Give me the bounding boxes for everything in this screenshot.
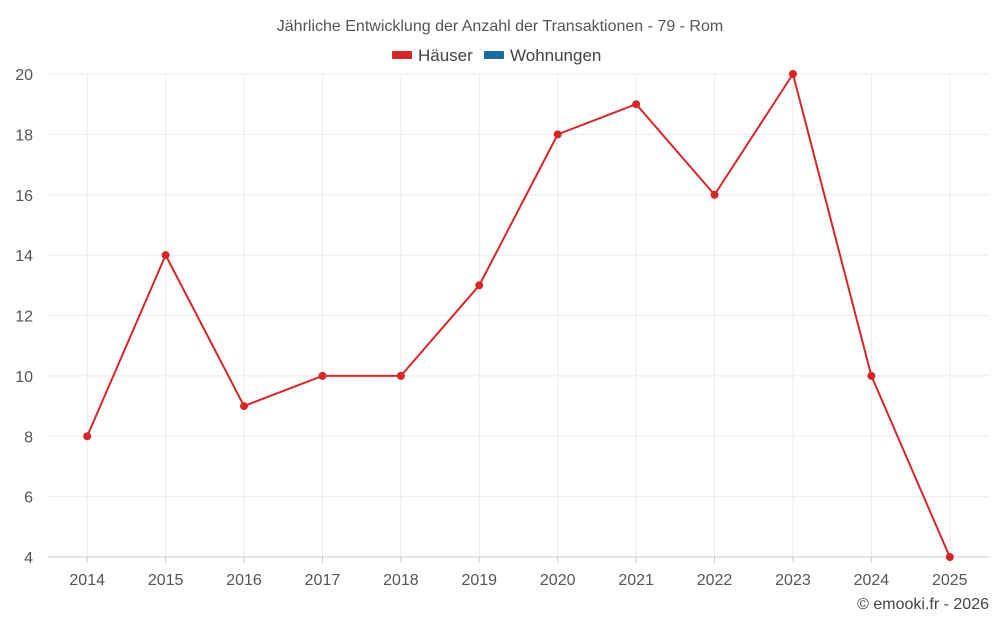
x-tick-label: 2022 xyxy=(697,572,733,589)
data-point[interactable] xyxy=(867,371,876,380)
legend-swatch-apartments xyxy=(484,51,504,59)
chart-title: Jährliche Entwicklung der Anzahl der Tra… xyxy=(277,18,723,35)
y-axis: 4 6 8 10 12 14 16 18 20 xyxy=(15,67,33,567)
y-tick-label: 14 xyxy=(15,248,33,265)
series-line-0 xyxy=(86,73,951,558)
data-point[interactable] xyxy=(945,553,954,561)
data-point[interactable] xyxy=(83,432,92,441)
x-axis: 2014 2015 2016 2017 2018 2019 2020 2021 2022 2023… xyxy=(48,556,989,589)
data-point[interactable] xyxy=(475,281,484,290)
x-tick-label: 2020 xyxy=(540,572,576,589)
y-tick-label: 8 xyxy=(24,429,33,446)
x-tick-label: 2019 xyxy=(461,572,497,589)
y-tick-label: 20 xyxy=(15,67,33,84)
y-tick-label: 18 xyxy=(15,127,33,144)
y-tick-label: 6 xyxy=(24,490,33,507)
x-tick-label: 2014 xyxy=(69,572,105,589)
series-houses xyxy=(83,70,954,561)
x-tick-label: 2018 xyxy=(383,572,419,589)
legend: Häuser Wohnungen xyxy=(392,46,601,65)
data-point[interactable] xyxy=(318,371,327,380)
y-tick-label: 10 xyxy=(15,369,33,386)
legend-label-apartments[interactable]: Wohnungen xyxy=(510,46,601,65)
y-tick-label: 4 xyxy=(24,550,33,567)
x-tick-label: 2016 xyxy=(226,572,262,589)
data-point[interactable] xyxy=(396,371,405,380)
credit-text: © emooki.fr - 2026 xyxy=(857,596,989,613)
x-tick-label: 2023 xyxy=(775,572,811,589)
legend-swatch-houses xyxy=(392,51,412,59)
y-tick-label: 12 xyxy=(15,309,33,326)
x-tick-label: 2015 xyxy=(148,572,184,589)
x-tick-label: 2025 xyxy=(932,572,968,589)
data-point[interactable] xyxy=(240,402,249,411)
x-tick-label: 2017 xyxy=(305,572,341,589)
x-tick-label: 2024 xyxy=(854,572,890,589)
legend-label-houses[interactable]: Häuser xyxy=(418,46,473,65)
data-point[interactable] xyxy=(788,70,797,78)
y-tick-label: 16 xyxy=(15,188,33,205)
data-point[interactable] xyxy=(632,100,641,109)
data-point[interactable] xyxy=(161,251,170,260)
x-tick-label: 2021 xyxy=(618,572,654,589)
data-point[interactable] xyxy=(553,130,562,139)
grid xyxy=(48,73,989,558)
data-point[interactable] xyxy=(710,190,719,199)
